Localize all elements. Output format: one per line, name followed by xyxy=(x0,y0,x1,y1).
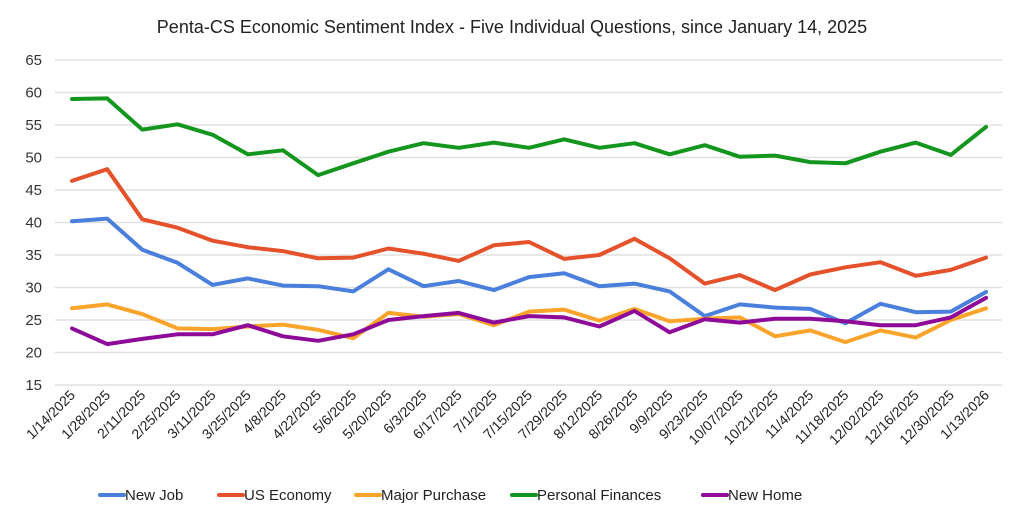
y-tick-label: 50 xyxy=(25,150,42,167)
y-tick-label: 45 xyxy=(25,182,42,199)
legend-label: Major Purchase xyxy=(381,487,486,504)
legend-label: New Job xyxy=(125,487,183,504)
y-tick-label: 60 xyxy=(25,85,42,102)
y-tick-label: 25 xyxy=(25,312,42,329)
series-line-us-economy xyxy=(70,167,988,293)
legend-label: New Home xyxy=(728,487,802,504)
y-tick-label: 30 xyxy=(25,280,42,297)
x-axis-ticks: 1/14/20251/28/20252/11/20252/25/20253/11… xyxy=(23,387,993,448)
series-line-personal-finances xyxy=(70,96,988,178)
legend-item-major-purchase: Major Purchase xyxy=(354,487,486,504)
legend-item-new-home: New Home xyxy=(701,487,802,504)
series-line-new-job xyxy=(70,216,988,326)
chart-title: Penta-CS Economic Sentiment Index - Five… xyxy=(157,17,867,37)
legend-label: Personal Finances xyxy=(537,487,661,504)
gridlines xyxy=(55,59,1002,386)
y-tick-label: 65 xyxy=(25,52,42,69)
y-tick-label: 40 xyxy=(25,215,42,232)
y-tick-label: 35 xyxy=(25,247,42,264)
series-lines xyxy=(70,96,988,347)
legend-item-us-economy: US Economy xyxy=(217,487,332,504)
legend-label: US Economy xyxy=(244,487,332,504)
y-tick-label: 55 xyxy=(25,117,42,134)
series-line-new-home xyxy=(70,295,988,347)
y-tick-label: 15 xyxy=(25,377,42,394)
legend-item-personal-finances: Personal Finances xyxy=(510,487,661,504)
y-axis-ticks: 15 20 25 30 35 40 45 50 55 60 65 xyxy=(25,52,42,394)
legend-item-new-job: New Job xyxy=(98,487,183,504)
y-tick-label: 20 xyxy=(25,345,42,362)
series-line-major-purchase xyxy=(70,302,988,345)
legend: New Job US Economy Major Purchase Personal … xyxy=(98,487,802,504)
